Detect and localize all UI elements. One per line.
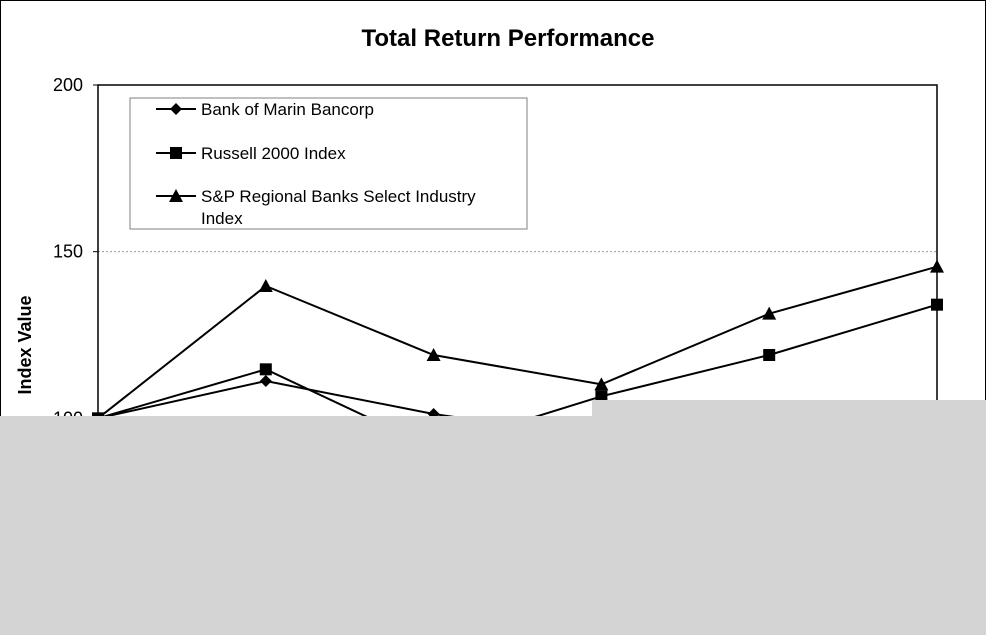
data-point — [595, 390, 608, 403]
legend-label: Russell 2000 Index — [201, 144, 346, 163]
data-point — [930, 259, 944, 273]
data-point — [426, 348, 441, 361]
legend-label: S&P Regional Banks Select Industry Index — [201, 187, 476, 228]
legend-marker — [170, 103, 182, 115]
legend-box — [129, 97, 528, 230]
series-line — [97, 265, 938, 420]
legend: Bank of Marin Bancorp Russell 2000 Index S… — [129, 97, 528, 230]
data-point — [931, 298, 943, 311]
y-tick-label: 200 — [53, 75, 83, 95]
legend-label: Bank of Marin Bancorp — [201, 100, 374, 119]
data-point — [258, 279, 273, 292]
chart-title: Total Return Performance — [362, 25, 655, 52]
legend-marker — [170, 147, 182, 159]
occluded-region-right — [592, 400, 986, 635]
legend-entry: Russell 2000 Index — [156, 144, 346, 163]
data-point — [763, 349, 776, 361]
data-point — [259, 363, 272, 376]
data-point — [259, 375, 272, 387]
y-axis-label: Index Value — [15, 295, 35, 394]
y-tick-label: 150 — [53, 242, 83, 262]
legend-marker — [169, 189, 183, 202]
data-point — [594, 377, 609, 391]
legend-entry: S&P Regional Banks Select Industry Index — [156, 187, 476, 228]
data-point — [762, 306, 777, 320]
legend-entry: Bank of Marin Bancorp — [156, 100, 374, 119]
